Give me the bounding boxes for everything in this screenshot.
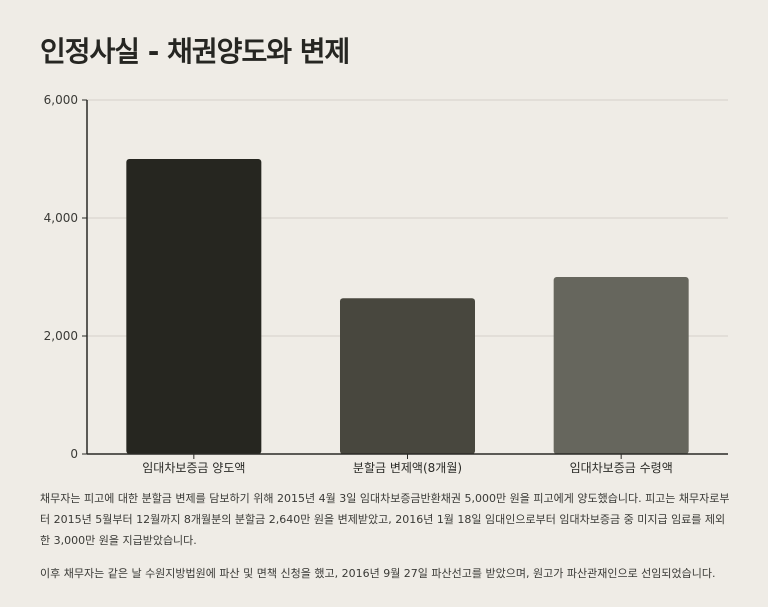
bar: [340, 298, 475, 454]
x-tick-label: 임대차보증금 양도액: [142, 461, 245, 475]
x-tick-label: 분할금 변제액(8개월): [353, 461, 462, 475]
note-paragraph-2: 이후 채무자는 같은 날 수원지방법원에 파산 및 면책 신청을 했고, 201…: [40, 567, 716, 580]
chart-title: 인정사실 - 채권양도와 변제: [40, 35, 350, 68]
y-tick-label: 2,000: [44, 329, 78, 343]
y-tick-label: 6,000: [44, 93, 78, 107]
x-tick-label: 임대차보증금 수령액: [570, 461, 673, 475]
notes: 채무자는 피고에 대한 분할금 변제를 담보하기 위해 2015년 4월 3일 …: [40, 488, 730, 596]
y-tick-label: 4,000: [44, 211, 78, 225]
note-paragraph-1: 채무자는 피고에 대한 분할금 변제를 담보하기 위해 2015년 4월 3일 …: [40, 492, 730, 547]
y-tick-label: 0: [70, 447, 78, 461]
bar: [553, 277, 689, 454]
bar: [126, 159, 262, 454]
bar-chart: 0 2,000 4,000 6,000 임대차보증금 양도액 분할금 변제액(8개월) 임대…: [44, 93, 728, 475]
